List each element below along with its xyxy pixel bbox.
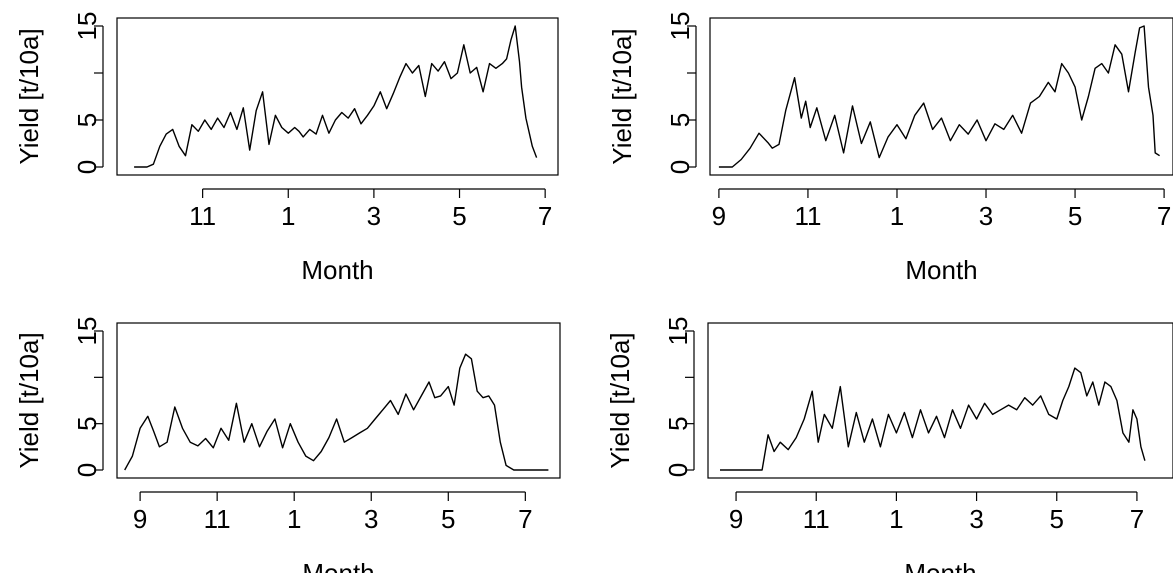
x-tick-label: 3	[364, 504, 378, 534]
plot-frame	[116, 17, 559, 176]
x-tick-label: 11	[189, 201, 216, 231]
x-tick-label: 7	[1130, 504, 1144, 534]
y-tick-label: 5	[72, 113, 102, 127]
series-line	[718, 25, 1160, 168]
x-tick-label: 9	[712, 201, 726, 231]
x-tick-label: 7	[1157, 201, 1171, 231]
y-axis-label: Yield [t/10a]	[607, 28, 637, 164]
y-axis-label: Yield [t/10a]	[605, 332, 635, 468]
x-tick-label: 5	[452, 201, 466, 231]
y-axis-label: Yield [t/10a]	[14, 28, 44, 164]
x-axis-label: Month	[905, 255, 977, 285]
x-tick-label: 9	[729, 504, 743, 534]
x-tick-label: 5	[1050, 504, 1064, 534]
y-tick-label: 0	[72, 463, 102, 477]
y-tick-label: 15	[72, 317, 102, 346]
y-axis-label: Yield [t/10a]	[14, 332, 44, 468]
x-tick-label: 3	[969, 504, 983, 534]
y-tick-label: 0	[665, 160, 695, 174]
x-tick-label: 5	[1068, 201, 1082, 231]
series-line	[720, 367, 1146, 471]
y-tick-label: 5	[665, 113, 695, 127]
x-tick-label: 3	[979, 201, 993, 231]
x-tick-label: 9	[133, 504, 147, 534]
plot-frame	[709, 17, 1173, 176]
y-tick-label: 15	[665, 12, 695, 41]
y-tick-label: 5	[663, 416, 693, 430]
x-tick-label: 1	[890, 201, 904, 231]
x-tick-label: 11	[794, 201, 821, 231]
series-line	[124, 353, 549, 471]
x-tick-label: 1	[281, 201, 295, 231]
x-tick-label: 1	[287, 504, 301, 534]
x-tick-label: 11	[803, 504, 830, 534]
y-tick-label: 0	[663, 463, 693, 477]
x-tick-label: 1	[889, 504, 903, 534]
x-tick-label: 7	[538, 201, 552, 231]
y-tick-label: 5	[72, 416, 102, 430]
x-axis-label: Month	[904, 558, 976, 573]
y-tick-label: 15	[72, 12, 102, 41]
y-tick-label: 0	[72, 160, 102, 174]
x-axis-label: Month	[301, 255, 373, 285]
plot-frame	[707, 322, 1173, 479]
series-line	[134, 25, 538, 168]
y-tick-label: 15	[663, 317, 693, 346]
plot-frame	[116, 322, 561, 479]
x-tick-label: 7	[518, 504, 532, 534]
x-tick-label: 11	[204, 504, 231, 534]
x-axis-label: Month	[302, 558, 374, 573]
x-tick-label: 5	[441, 504, 455, 534]
x-tick-label: 3	[367, 201, 381, 231]
